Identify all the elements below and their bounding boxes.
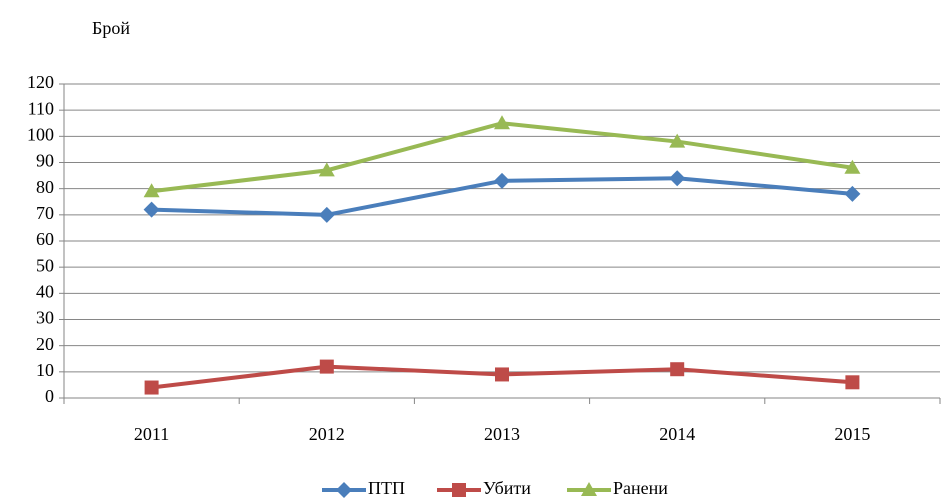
x-tick-label: 2013 <box>484 424 520 444</box>
y-tick-label: 0 <box>45 386 54 406</box>
y-tick-label: 90 <box>36 151 54 171</box>
data-point <box>143 183 160 198</box>
data-point <box>318 206 335 223</box>
data-point <box>144 380 159 395</box>
y-tick-label: 50 <box>36 255 54 275</box>
legend-label: Ранени <box>613 478 668 498</box>
data-point <box>669 133 686 148</box>
data-point <box>669 170 686 187</box>
data-point <box>143 201 160 218</box>
data-point <box>844 185 861 202</box>
data-point <box>844 159 861 174</box>
x-tick-label: 2014 <box>659 424 695 444</box>
data-point <box>670 362 685 377</box>
x-tick-label: 2012 <box>309 424 345 444</box>
data-point <box>495 367 509 382</box>
y-tick-label: 110 <box>28 98 54 118</box>
legend-marker <box>581 482 597 496</box>
y-tick-label: 30 <box>36 308 54 328</box>
y-tick-label: 100 <box>27 124 54 144</box>
y-tick-label: 10 <box>36 360 54 380</box>
legend-marker <box>452 483 466 497</box>
y-tick-label: 80 <box>36 177 54 197</box>
legend-label: ПТП <box>368 478 405 498</box>
y-tick-label: 70 <box>36 203 54 223</box>
y-tick-label: 20 <box>36 334 54 354</box>
data-point <box>494 115 510 130</box>
data-point <box>319 359 334 374</box>
data-point <box>494 172 510 189</box>
data-point <box>318 162 335 177</box>
y-axis-label: Брой <box>92 18 130 38</box>
legend-label: Убити <box>483 478 531 498</box>
y-tick-label: 40 <box>36 281 54 301</box>
x-tick-label: 2011 <box>134 424 169 444</box>
y-tick-label: 120 <box>27 72 54 92</box>
y-tick-label: 60 <box>36 229 54 249</box>
x-tick-label: 2015 <box>834 424 870 444</box>
legend-marker <box>336 482 352 498</box>
data-point <box>845 375 860 390</box>
